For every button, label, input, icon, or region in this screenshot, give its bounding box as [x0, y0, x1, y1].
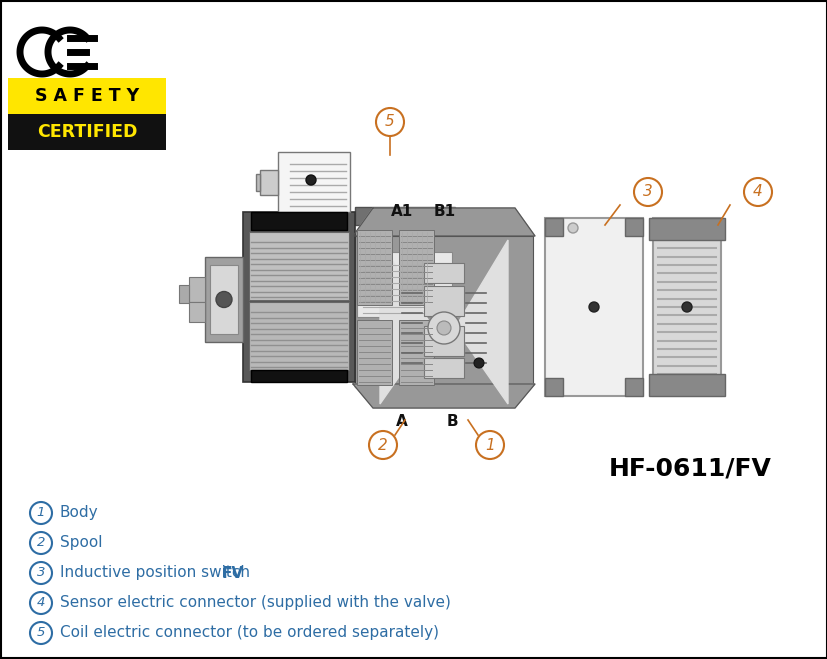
Circle shape	[681, 302, 691, 312]
Text: 5: 5	[36, 627, 45, 639]
Circle shape	[588, 302, 598, 312]
Text: B: B	[446, 415, 457, 430]
Bar	[355, 207, 455, 225]
Bar	[189, 277, 205, 302]
Text: Inductive position switch: Inductive position switch	[60, 565, 255, 581]
Bar	[179, 285, 189, 303]
Text: 3: 3	[36, 567, 45, 579]
Bar	[423, 286, 463, 316]
Text: S A F E T Y: S A F E T Y	[35, 87, 139, 105]
Text: 1: 1	[36, 507, 45, 519]
Bar	[624, 378, 643, 396]
Text: FV: FV	[221, 565, 243, 581]
Circle shape	[30, 532, 52, 554]
Bar	[8, 114, 165, 150]
Bar	[251, 212, 347, 230]
Polygon shape	[380, 240, 433, 404]
Bar	[355, 236, 533, 384]
Circle shape	[216, 291, 232, 308]
Text: 3: 3	[643, 185, 652, 200]
Bar	[356, 252, 452, 317]
Bar	[249, 232, 348, 300]
Circle shape	[30, 622, 52, 644]
Bar	[423, 358, 463, 378]
Text: A: A	[395, 415, 408, 430]
Bar	[205, 257, 242, 342]
Text: Spool: Spool	[60, 536, 103, 550]
Text: Body: Body	[60, 505, 98, 521]
Bar	[210, 265, 237, 334]
Bar	[544, 218, 562, 236]
Circle shape	[428, 312, 460, 344]
Text: B1: B1	[433, 204, 456, 219]
Circle shape	[473, 358, 484, 368]
Polygon shape	[352, 208, 534, 236]
Bar	[242, 212, 355, 382]
Bar	[648, 218, 724, 240]
Bar	[624, 218, 643, 236]
Bar	[355, 369, 455, 387]
Circle shape	[375, 108, 404, 136]
Bar	[399, 230, 433, 305]
Bar	[356, 230, 391, 305]
Text: 1: 1	[485, 438, 495, 453]
Circle shape	[567, 223, 577, 233]
Text: HF-0611/FV: HF-0611/FV	[608, 456, 771, 480]
Text: 2: 2	[36, 536, 45, 550]
Circle shape	[633, 178, 662, 206]
Bar	[399, 320, 433, 385]
Circle shape	[369, 431, 396, 459]
Circle shape	[437, 321, 451, 335]
Circle shape	[743, 178, 771, 206]
Polygon shape	[455, 240, 508, 404]
Bar	[251, 370, 347, 382]
Circle shape	[30, 562, 52, 584]
Bar	[256, 174, 260, 191]
Bar	[423, 263, 463, 283]
Bar	[423, 326, 463, 356]
Bar	[648, 374, 724, 396]
Bar	[544, 378, 562, 396]
Text: CERTIFIED: CERTIFIED	[36, 123, 137, 141]
Bar	[356, 320, 391, 385]
Text: 4: 4	[753, 185, 762, 200]
Circle shape	[306, 175, 316, 185]
Bar	[249, 302, 348, 370]
Circle shape	[476, 431, 504, 459]
Bar	[544, 218, 643, 396]
Text: Coil electric connector (to be ordered separately): Coil electric connector (to be ordered s…	[60, 625, 438, 641]
Bar	[189, 302, 205, 322]
Bar	[8, 78, 165, 114]
Bar	[278, 152, 350, 212]
Text: 2: 2	[378, 438, 387, 453]
Circle shape	[30, 592, 52, 614]
Circle shape	[30, 502, 52, 524]
Polygon shape	[352, 384, 534, 408]
Text: 5: 5	[385, 115, 394, 130]
Bar	[653, 218, 720, 396]
Bar	[260, 170, 278, 195]
Text: 4: 4	[36, 596, 45, 610]
Text: Sensor electric connector (supplied with the valve): Sensor electric connector (supplied with…	[60, 596, 451, 610]
Text: A1: A1	[390, 204, 413, 219]
